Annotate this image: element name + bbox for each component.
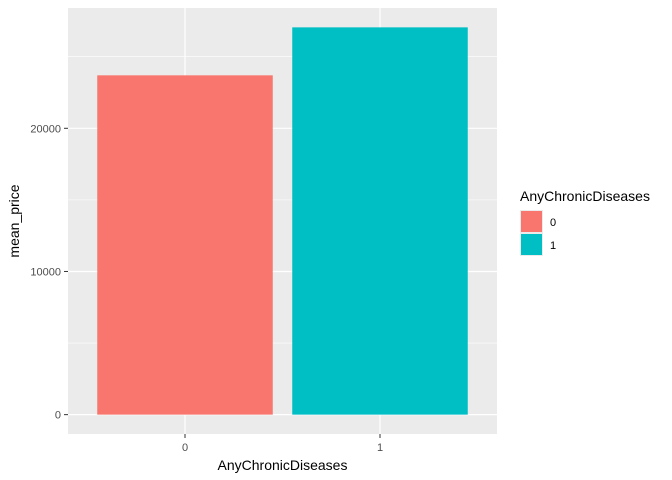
y-axis-ticks: 0 10000 20000 [30, 123, 68, 422]
bars [97, 27, 468, 415]
bar-1 [292, 27, 468, 415]
y-axis-title: mean_price [6, 184, 22, 257]
y-tick-label: 0 [55, 410, 61, 422]
x-tick-label: 1 [377, 442, 383, 454]
legend-swatch-1 [521, 234, 542, 255]
legend-label: 0 [550, 217, 556, 229]
y-tick-label: 20000 [30, 123, 61, 135]
bar-0 [97, 75, 273, 415]
legend-label: 1 [550, 240, 556, 252]
legend-swatch-0 [521, 211, 542, 232]
legend: AnyChronicDiseases 0 1 [520, 188, 650, 256]
legend-title: AnyChronicDiseases [520, 188, 650, 204]
y-tick-label: 10000 [30, 266, 61, 278]
x-tick-label: 0 [182, 442, 188, 454]
x-axis-title: AnyChronicDiseases [218, 457, 348, 473]
